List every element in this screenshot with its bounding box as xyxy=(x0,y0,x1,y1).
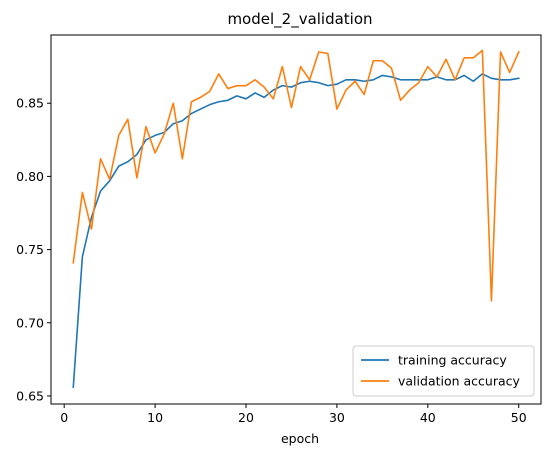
plot-area xyxy=(72,49,520,389)
y-tick-label: 0.75 xyxy=(16,242,44,257)
x-tick-label: 20 xyxy=(238,410,254,425)
legend-label: validation accuracy xyxy=(398,374,521,389)
legend-label: training accuracy xyxy=(398,353,507,368)
chart-title: model_2_validation xyxy=(227,10,372,29)
x-axis-label: epoch xyxy=(281,431,319,446)
legend: training accuracy validation accuracy xyxy=(352,345,535,397)
legend-box xyxy=(352,345,535,397)
y-tick-label: 0.80 xyxy=(16,169,44,184)
x-tick-label: 0 xyxy=(60,410,68,425)
x-axis: 0 10 20 30 40 50 xyxy=(60,404,527,425)
y-tick-label: 0.85 xyxy=(16,96,44,111)
x-tick-label: 40 xyxy=(420,410,436,425)
series-line-validation-accuracy xyxy=(72,49,520,302)
axes-frame xyxy=(50,34,542,405)
y-tick-label: 0.65 xyxy=(16,388,44,403)
y-axis: 0.65 0.70 0.75 0.80 0.85 xyxy=(16,96,51,403)
x-tick-label: 30 xyxy=(329,410,345,425)
y-tick-label: 0.70 xyxy=(16,315,44,330)
x-tick-label: 10 xyxy=(147,410,163,425)
x-tick-label: 50 xyxy=(511,410,527,425)
